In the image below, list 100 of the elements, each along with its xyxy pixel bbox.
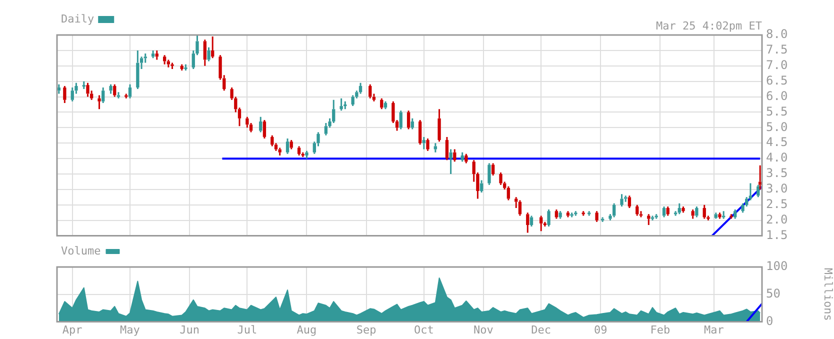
candlestick bbox=[368, 84, 372, 100]
candlestick bbox=[113, 84, 116, 98]
candlestick bbox=[399, 110, 402, 130]
candlestick bbox=[290, 139, 293, 150]
candlestick bbox=[691, 208, 694, 220]
candlestick bbox=[758, 164, 762, 190]
candlestick bbox=[518, 200, 522, 216]
candlestick bbox=[464, 153, 468, 164]
candlestick bbox=[540, 214, 543, 232]
candlestick bbox=[151, 50, 155, 59]
candlestick bbox=[246, 116, 249, 128]
candlestick bbox=[259, 116, 262, 134]
candlestick bbox=[734, 208, 737, 220]
candlestick bbox=[620, 193, 624, 208]
y-tick-label: 3.5 bbox=[766, 166, 788, 180]
x-tick-label: Mar bbox=[704, 323, 724, 336]
text: Mar 25 4:02pm ET bbox=[656, 19, 762, 32]
candlestick bbox=[384, 100, 388, 110]
candlestick bbox=[654, 213, 658, 220]
candlestick bbox=[636, 204, 639, 216]
candlestick bbox=[628, 194, 632, 209]
y-tick-label: 6.5 bbox=[766, 73, 788, 88]
candlestick bbox=[574, 210, 578, 216]
candlestick bbox=[102, 86, 105, 104]
y-tick-label: 4.5 bbox=[766, 135, 788, 150]
legend-label: Volume bbox=[60, 244, 101, 258]
candlestick bbox=[297, 145, 301, 156]
candlestick bbox=[718, 212, 722, 220]
candlestick bbox=[600, 216, 604, 223]
y-tick-label: 5.0 bbox=[766, 120, 788, 134]
candlestick bbox=[624, 194, 628, 203]
candlestick bbox=[344, 100, 347, 110]
y-tick-label: 50 bbox=[766, 286, 780, 301]
y-tick-label: 7.5 bbox=[766, 42, 788, 57]
x-tick-label: Jun bbox=[180, 323, 200, 336]
candlestick bbox=[491, 162, 495, 176]
candlestick bbox=[449, 148, 452, 175]
y-tick-label: 6.0 bbox=[766, 88, 788, 103]
candlestick bbox=[647, 213, 650, 226]
candlestick bbox=[547, 208, 550, 228]
candlestick bbox=[756, 184, 760, 198]
x-tick-label: Aug bbox=[296, 323, 317, 336]
candlestick bbox=[184, 64, 188, 72]
y-tick-label: 8.0 bbox=[766, 27, 788, 42]
candlestick bbox=[714, 212, 718, 220]
candlestick bbox=[682, 206, 685, 214]
x-tick-label: Sep bbox=[356, 323, 376, 336]
candlestick bbox=[358, 82, 362, 94]
candlestick bbox=[422, 136, 426, 150]
y-tick-label: 7.0 bbox=[766, 58, 788, 72]
candlestick bbox=[63, 85, 66, 104]
candlestick bbox=[340, 98, 343, 112]
x-tick-label: Nov bbox=[474, 323, 494, 336]
candlestick bbox=[116, 91, 120, 100]
candlestick bbox=[180, 64, 184, 72]
candlestick bbox=[554, 208, 558, 220]
candlestick bbox=[506, 186, 510, 202]
x-tick-label: Oct bbox=[414, 323, 434, 336]
candlestick bbox=[418, 119, 422, 146]
candlestick bbox=[211, 36, 214, 59]
candlestick bbox=[351, 94, 354, 107]
candlestick bbox=[445, 136, 449, 161]
candlestick bbox=[438, 108, 441, 142]
candlestick bbox=[526, 212, 530, 234]
y-tick-label: 2.5 bbox=[766, 197, 788, 212]
y-tick-label: 0 bbox=[766, 314, 774, 328]
candlestick bbox=[136, 50, 140, 90]
candlestick bbox=[286, 138, 290, 155]
x-tick-label: 09 bbox=[594, 323, 608, 336]
candlestick bbox=[410, 118, 414, 130]
candlestick bbox=[203, 38, 206, 67]
candlestick bbox=[730, 213, 733, 220]
candlestick bbox=[582, 210, 585, 216]
candlestick bbox=[678, 202, 681, 215]
candlestick bbox=[166, 58, 170, 68]
candlestick bbox=[155, 50, 158, 60]
candlestick bbox=[70, 86, 74, 102]
candlestick bbox=[109, 84, 112, 94]
legend-label: Daily bbox=[60, 12, 94, 26]
candlestick bbox=[406, 110, 410, 130]
candlestick bbox=[650, 214, 654, 222]
candlestick bbox=[86, 82, 90, 98]
candlestick bbox=[480, 179, 484, 194]
candlestick bbox=[588, 210, 591, 216]
x-tick-label: Feb bbox=[650, 323, 670, 336]
candlestick bbox=[595, 210, 598, 223]
candlestick bbox=[499, 172, 502, 186]
candlestick bbox=[453, 148, 456, 162]
y-axis-title: Millions bbox=[822, 268, 834, 321]
candlestick bbox=[460, 152, 464, 162]
candlestick bbox=[702, 204, 706, 220]
candlestick bbox=[530, 214, 534, 228]
y-tick-label: 100 bbox=[766, 259, 788, 274]
candlestick bbox=[434, 142, 438, 154]
candlestick bbox=[270, 134, 274, 147]
x-tick-label: Dec bbox=[531, 323, 552, 336]
candlestick bbox=[332, 99, 336, 124]
candlestick bbox=[278, 147, 282, 156]
candlestick bbox=[426, 138, 430, 152]
candlestick bbox=[666, 206, 670, 216]
